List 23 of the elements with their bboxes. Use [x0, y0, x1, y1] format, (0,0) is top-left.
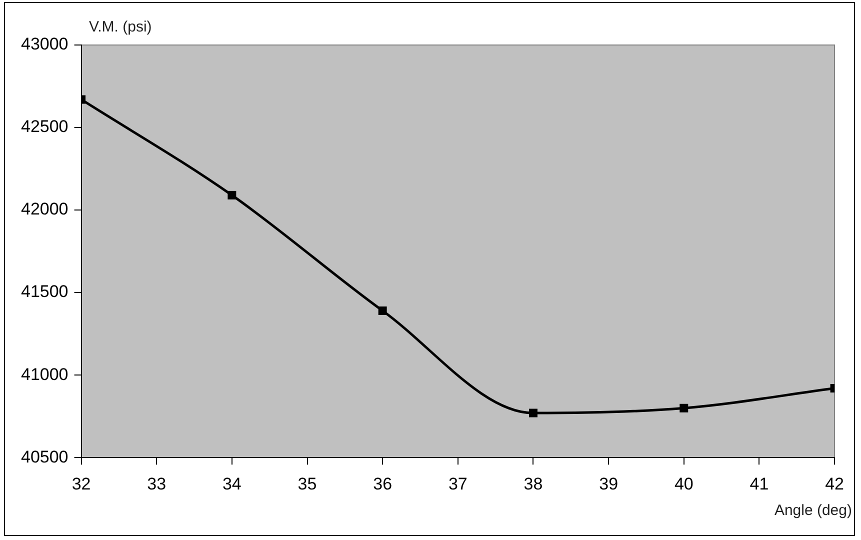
- x-tick-label: 34: [222, 474, 242, 494]
- x-tick-label: 38: [524, 474, 543, 494]
- x-axis-title: Angle (deg): [774, 502, 852, 520]
- x-tick-label: 42: [825, 474, 844, 494]
- x-tick-label: 33: [147, 474, 166, 494]
- point: [228, 190, 236, 200]
- y-tick-label: 41500: [20, 282, 68, 302]
- y-tick-label: 41000: [20, 364, 68, 384]
- x-tick-label: 32: [72, 474, 91, 494]
- x-tick-label: 36: [373, 474, 392, 494]
- x-tick-label: 37: [448, 474, 468, 494]
- point: [680, 404, 688, 412]
- y-axis-title: V.M. (psi): [89, 18, 152, 36]
- x-tick-label: 41: [750, 474, 769, 494]
- x-tick-label: 39: [599, 474, 618, 494]
- x-tick-label: 35: [298, 474, 317, 494]
- y-tick-label: 43000: [20, 34, 68, 54]
- y-tick-label: 42000: [20, 200, 68, 219]
- y-tick-label: 42500: [20, 117, 68, 136]
- point: [528, 408, 538, 418]
- y-tick-label: 40500: [20, 447, 68, 466]
- x-tick-label: 40: [674, 474, 694, 494]
- point: [378, 306, 387, 315]
